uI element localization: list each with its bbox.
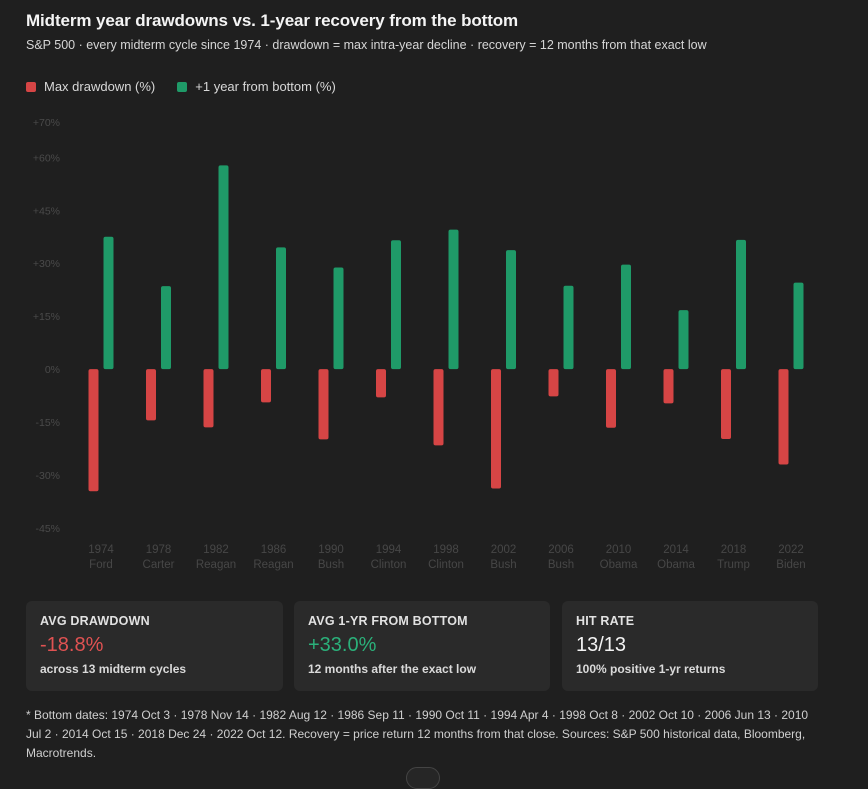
y-tick-label: +45% [33, 205, 60, 217]
bar-chart: +70% +60% +45% +30% +15% 0% -15% -30% -45% 1974 Fo… [33, 117, 806, 571]
bar-drawdown [606, 369, 616, 428]
bar-drawdown [88, 369, 99, 492]
x-tick-year: 1998 [433, 544, 459, 556]
legend-item-recovery: +1 year from bottom (%) [177, 79, 336, 94]
bar-drawdown [548, 369, 559, 397]
y-tick-label: +15% [33, 311, 60, 323]
x-tick-president: Obama [600, 559, 638, 571]
bar-recovery [621, 264, 631, 370]
x-tick-president: Clinton [371, 559, 407, 571]
bar-recovery [103, 236, 114, 370]
y-tick-label: +70% [33, 117, 60, 129]
x-tick-president: Clinton [428, 559, 464, 571]
legend-swatch-recovery [177, 81, 188, 92]
legend-item-drawdown: Max drawdown (%) [26, 79, 155, 94]
stat-caption: 100% positive 1-yr returns [576, 662, 726, 676]
y-tick-label: -15% [35, 417, 60, 429]
bar-drawdown [433, 369, 444, 446]
scroll-indicator[interactable] [406, 767, 440, 789]
x-tick-year: 2022 [778, 544, 804, 556]
x-tick-year: 2010 [606, 544, 632, 556]
bar-recovery [333, 267, 344, 370]
bar-drawdown [778, 369, 789, 465]
bar-recovery [793, 282, 804, 370]
stat-caption: across 13 midterm cycles [40, 662, 187, 676]
chart-subtitle: S&P 500 · every midterm cycle since 1974… [26, 38, 707, 52]
x-tick-president: Reagan [253, 559, 293, 571]
stat-value: -18.8% [40, 634, 104, 656]
y-tick-label: 0% [45, 364, 60, 376]
bar-recovery [218, 165, 229, 370]
x-tick-year: 1990 [318, 544, 344, 556]
stat-value: +33.0% [308, 634, 377, 656]
x-tick-president: Bush [548, 559, 574, 571]
bar-drawdown [663, 369, 674, 404]
x-tick-president: Obama [657, 559, 695, 571]
stat-card-avg-drawdown: AVG DRAWDOWN -18.8% across 13 midterm cy… [26, 601, 283, 691]
bar-drawdown [491, 369, 501, 489]
bar-drawdown [376, 369, 386, 398]
x-tick-year: 1986 [261, 544, 287, 556]
x-tick-year: 2014 [663, 544, 689, 556]
x-tick-president: Reagan [196, 559, 236, 571]
bar-drawdown [261, 369, 271, 403]
stat-label: AVG DRAWDOWN [40, 614, 150, 628]
y-tick-label: +60% [33, 152, 60, 164]
bar-recovery [506, 250, 516, 370]
x-tick-president: Bush [490, 559, 516, 571]
stat-caption: 12 months after the exact low [308, 662, 477, 676]
y-tick-label: -30% [35, 470, 60, 482]
bar-recovery [563, 285, 574, 370]
x-tick-president: Trump [717, 559, 750, 571]
stat-label: HIT RATE [576, 614, 635, 628]
stat-card-avg-recovery: AVG 1-YR FROM BOTTOM +33.0% 12 months af… [294, 601, 550, 691]
bar-recovery [678, 310, 689, 370]
y-tick-label: -45% [35, 523, 60, 535]
x-tick-president: Bush [318, 559, 344, 571]
bar-recovery [276, 247, 286, 370]
bar-recovery [736, 239, 746, 370]
stat-label: AVG 1-YR FROM BOTTOM [308, 614, 468, 628]
bar-recovery [161, 286, 171, 370]
x-tick-year: 2018 [721, 544, 747, 556]
x-tick-year: 1978 [146, 544, 172, 556]
stat-value: 13/13 [576, 634, 627, 656]
chart-title: Midterm year drawdowns vs. 1-year recove… [26, 11, 519, 30]
bar-recovery [448, 229, 459, 370]
x-tick-year: 1974 [88, 544, 114, 556]
x-tick-year: 1982 [203, 544, 229, 556]
x-tick-president: Ford [89, 559, 113, 571]
bar-drawdown [146, 369, 156, 421]
legend-label-drawdown: Max drawdown (%) [44, 79, 156, 94]
stat-card-hit-rate: HIT RATE 13/13 100% positive 1-yr return… [562, 601, 818, 691]
bar-recovery [391, 240, 401, 370]
x-tick-year: 1994 [376, 544, 402, 556]
bar-drawdown [721, 369, 731, 440]
x-tick-year: 2006 [548, 544, 574, 556]
x-tick-president: Biden [776, 559, 805, 571]
x-tick-year: 2002 [491, 544, 517, 556]
legend-label-recovery: +1 year from bottom (%) [195, 79, 336, 94]
footnote: * Bottom dates: 1974 Oct 3 · 1978 Nov 14… [26, 708, 809, 760]
bar-drawdown [203, 369, 214, 428]
bar-drawdown [318, 369, 329, 440]
x-tick-president: Carter [143, 559, 175, 571]
legend: Max drawdown (%) +1 year from bottom (%) [26, 79, 336, 94]
y-tick-label: +30% [33, 258, 60, 270]
legend-swatch-drawdown [26, 81, 36, 92]
